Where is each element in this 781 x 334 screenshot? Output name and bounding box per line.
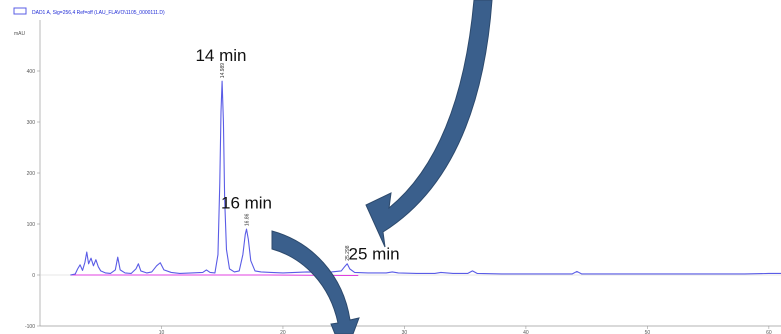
legend: DAD1 A, Sig=256,4 Ref=off (LAU_FLAVO\110… — [13, 7, 165, 16]
axes: -100 0 100 200 300 400 10 20 30 40 50 60 — [25, 20, 781, 334]
x-tick-label: 40 — [523, 330, 529, 334]
y-tick-label: 100 — [27, 222, 36, 228]
retention-annotation: 16 min — [221, 194, 272, 213]
y-tick-label: 0 — [32, 273, 35, 279]
signal-trace — [70, 80, 781, 276]
y-tick-label: 200 — [27, 171, 36, 177]
y-axis-label: mAU — [14, 31, 26, 37]
x-tick-label: 20 — [280, 330, 286, 334]
curved-arrow-upper — [365, 0, 493, 248]
y-tick-label: 400 — [27, 69, 36, 75]
x-tick-label: 50 — [645, 330, 651, 334]
y-tick-label: 300 — [27, 120, 36, 126]
legend-label: DAD1 A, Sig=256,4 Ref=off (LAU_FLAVO\110… — [32, 10, 165, 16]
y-tick-label: -100 — [25, 324, 35, 330]
peak-time-label: 14.989 — [220, 63, 226, 79]
x-tick-label: 10 — [159, 330, 165, 334]
legend-swatch — [13, 7, 27, 15]
peak-time-label: 25.298 — [345, 245, 351, 261]
peak-labels: 14.989 16.86 25.298 — [220, 63, 351, 261]
retention-annotation: 14 min — [195, 46, 246, 65]
x-tick-label: 60 — [766, 330, 772, 334]
integration-baseline — [70, 274, 359, 276]
traces — [70, 80, 781, 276]
retention-annotation: 25 min — [349, 245, 400, 264]
annotations: 14 min 16 min 25 min — [195, 46, 399, 264]
curved-arrow-lower — [271, 230, 360, 334]
x-tick-label: 30 — [402, 330, 408, 334]
peak-time-label: 16.86 — [245, 213, 251, 226]
